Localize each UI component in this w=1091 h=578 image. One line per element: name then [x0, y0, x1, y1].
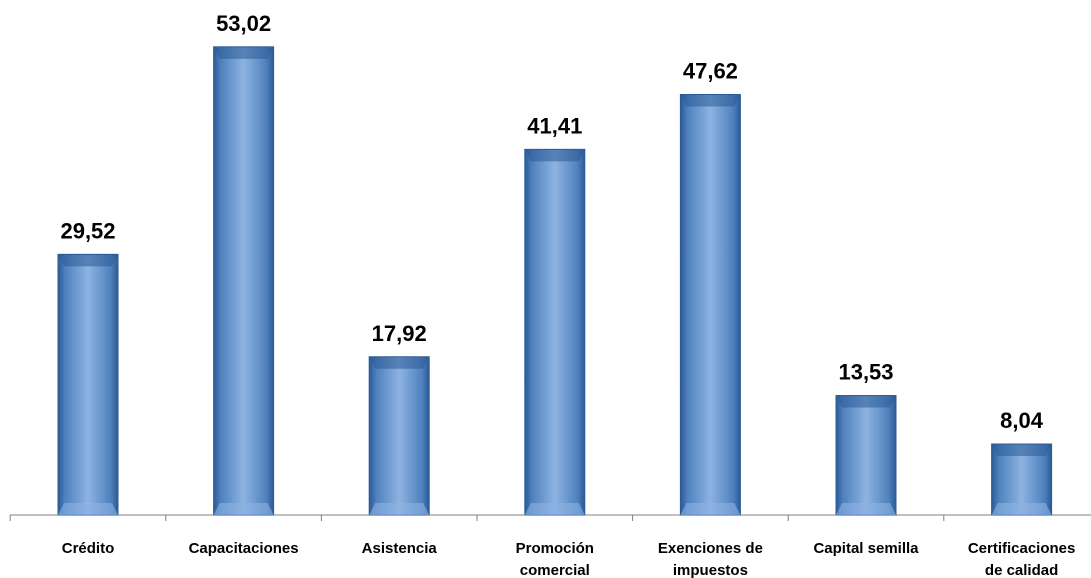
bar-6 — [835, 395, 897, 516]
data-label: 13,53 — [838, 360, 893, 385]
category-label: Certificaciones de calidad — [968, 540, 1076, 578]
bar-bevel-bottom — [836, 503, 896, 515]
bar-bevel-top — [836, 395, 896, 408]
bar-bevel-bottom — [991, 503, 1052, 515]
data-label: 29,52 — [60, 218, 115, 243]
bar-bevel-bottom — [213, 503, 274, 515]
bar-body — [213, 46, 275, 516]
data-label: 8,04 — [1000, 408, 1044, 433]
bar-3 — [368, 356, 430, 516]
data-label: 17,92 — [372, 321, 427, 346]
bar-bevel-top — [680, 94, 741, 107]
data-label: 53,02 — [216, 11, 271, 36]
bar-7 — [991, 443, 1053, 516]
bar-body — [57, 253, 119, 516]
bar-2 — [213, 46, 275, 516]
bar-bevel-bottom — [58, 503, 118, 515]
data-label: 47,62 — [683, 59, 738, 84]
bar-5 — [679, 94, 741, 516]
category-label: Capacitaciones — [189, 540, 299, 557]
bar-bevel-top — [58, 254, 118, 267]
bar-bevel-bottom — [524, 503, 585, 515]
bar-4 — [524, 148, 586, 516]
bar-body — [524, 148, 586, 516]
bar-1 — [57, 253, 119, 516]
bar-bevel-top — [213, 46, 274, 59]
bar-body — [368, 356, 430, 516]
bar-bevel-top — [524, 149, 585, 162]
category-label: Promoción comercial — [516, 540, 594, 578]
category-label: Asistencia — [362, 540, 438, 557]
bar-bevel-bottom — [680, 503, 741, 515]
category-label: Capital semilla — [813, 540, 919, 557]
bar-bevel-top — [991, 444, 1052, 457]
bar-bevel-top — [369, 356, 430, 369]
bar-body — [679, 94, 741, 516]
bar-body — [835, 395, 897, 516]
bar-bevel-bottom — [369, 503, 430, 515]
category-label: Exenciones de impuestos — [658, 540, 763, 578]
data-label: 41,41 — [527, 113, 582, 138]
category-label: Crédito — [62, 540, 115, 557]
